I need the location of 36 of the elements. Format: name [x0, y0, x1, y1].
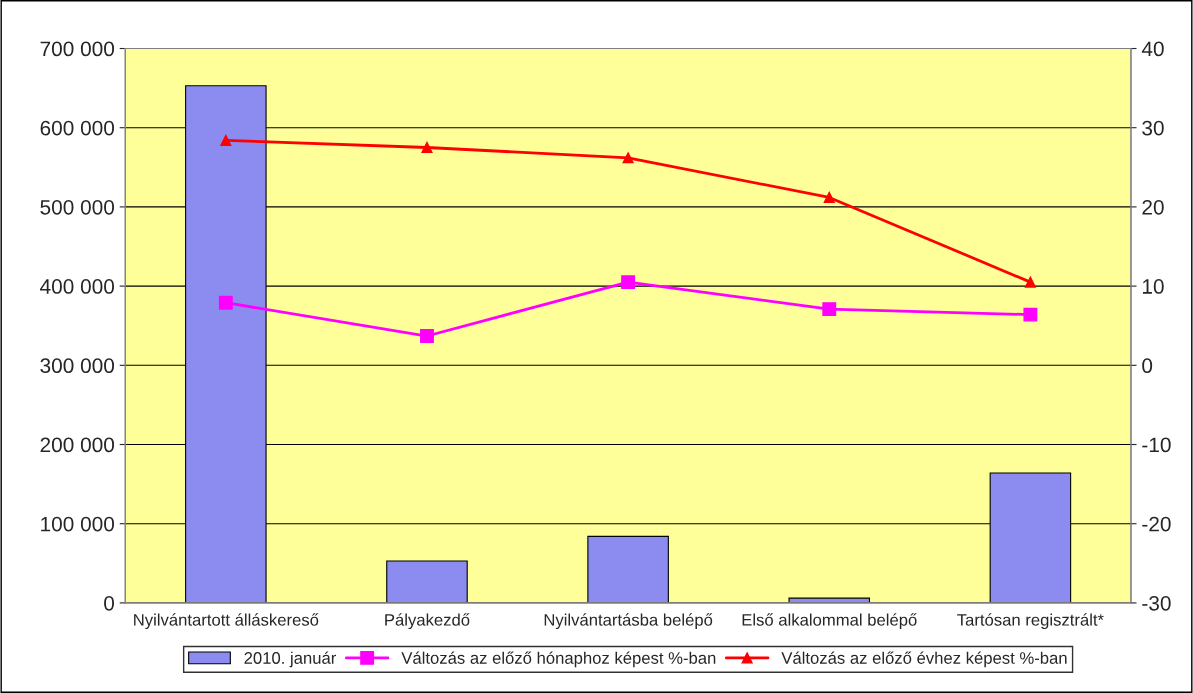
- legend-label: 2010. január: [244, 651, 337, 668]
- point: [823, 191, 835, 203]
- y2-tick-label: -20: [1142, 516, 1171, 532]
- point: [421, 141, 433, 154]
- point: [1023, 307, 1038, 322]
- bar: [386, 560, 468, 603]
- point: [220, 134, 232, 146]
- point: [622, 152, 634, 164]
- point: [822, 302, 837, 317]
- x-tick-label: Nyilvántartásba belépő: [544, 613, 713, 630]
- legend-label: Változás az előző évhez képest %-ban: [781, 651, 1067, 668]
- x-tick-label: Pályakezdő: [385, 613, 470, 630]
- y2-tick-label: 0: [1142, 358, 1153, 374]
- point: [1024, 276, 1036, 288]
- point: [420, 329, 434, 343]
- y-tick-label: 400 000: [40, 279, 115, 294]
- y-tick-label: 100 000: [41, 516, 115, 532]
- bar: [587, 535, 669, 603]
- y-tick-label: 500 000: [40, 199, 115, 215]
- x-tick-label: Első alkalommal belépő: [742, 613, 917, 630]
- y2-tick-label: -10: [1142, 437, 1171, 453]
- y2-tick-label: 30: [1142, 120, 1164, 136]
- x-tick-label: Nyilvántartott álláskereső: [134, 613, 319, 630]
- y-tick-label: 300 000: [40, 358, 115, 374]
- y2-tick-label: 20: [1142, 199, 1164, 215]
- y-tick-label: 700 000: [40, 41, 115, 57]
- y2-tick-label: -30: [1142, 595, 1171, 611]
- point: [621, 275, 636, 290]
- x-tick-label: Tartósan regisztrált*: [957, 613, 1104, 630]
- legend-label: Változás az előző hónaphoz képest %-ban: [401, 651, 716, 668]
- point: [218, 295, 233, 310]
- y2-tick-label: 40: [1141, 41, 1164, 57]
- y-tick-label: 600 000: [40, 120, 115, 136]
- y-tick-label: 200 000: [40, 437, 115, 453]
- y-tick-label: 0: [104, 595, 115, 611]
- y2-tick-label: 10: [1142, 279, 1164, 294]
